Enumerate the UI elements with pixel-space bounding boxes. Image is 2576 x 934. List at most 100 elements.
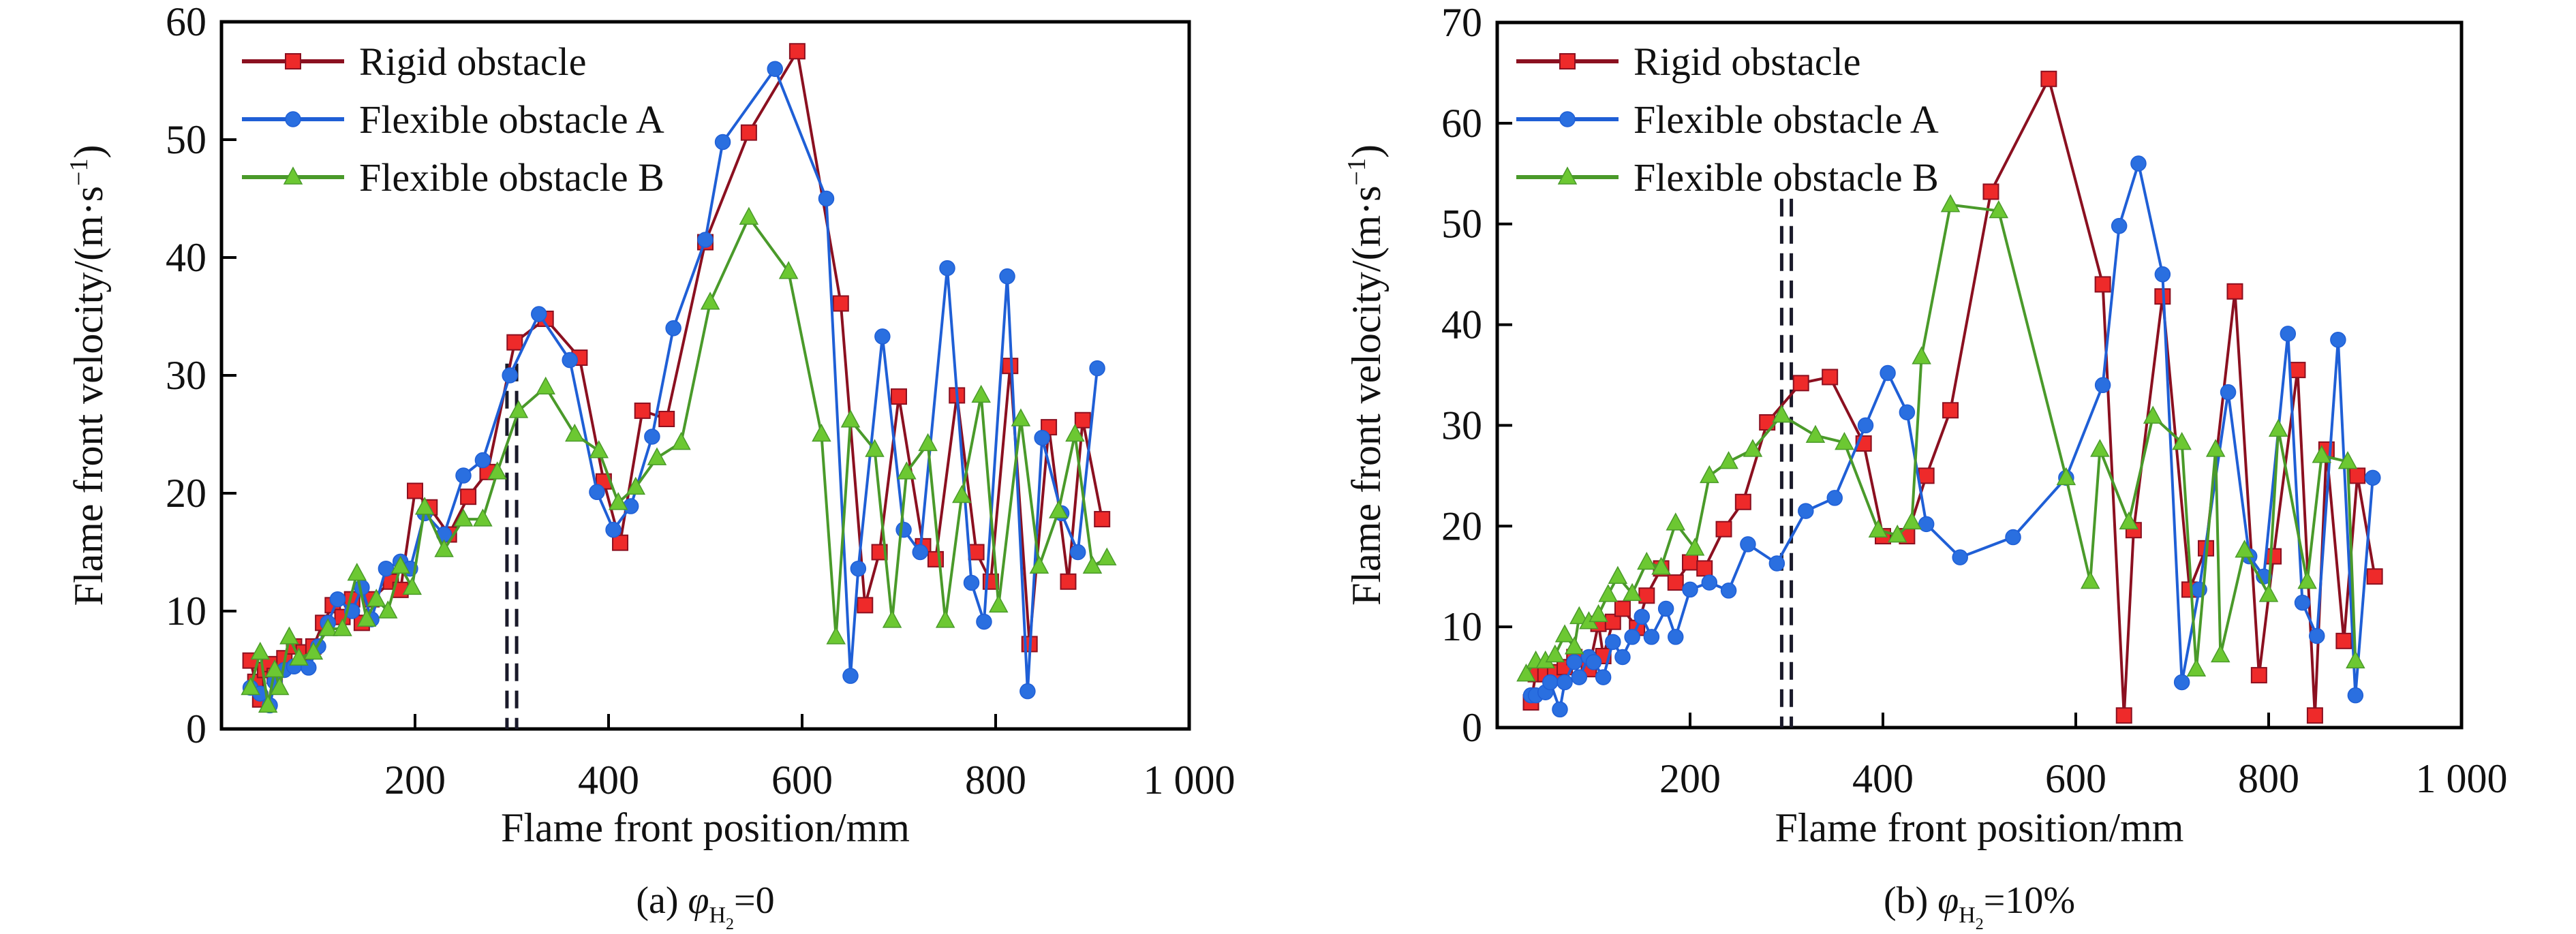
data-point xyxy=(697,232,714,248)
data-point xyxy=(1034,429,1050,446)
data-point xyxy=(1918,516,1935,533)
legend-entry: Flexible obstacle A xyxy=(242,97,664,142)
chart-panel-a: 0 10 20 30 40 50 60 200 400 600 800 1 000 Flame fron… xyxy=(65,0,1236,933)
data-point xyxy=(269,676,290,696)
data-point xyxy=(502,367,518,384)
data-point xyxy=(891,388,907,405)
data-point xyxy=(407,482,423,499)
data-point xyxy=(1805,424,1826,443)
data-point xyxy=(2312,445,2332,463)
data-point xyxy=(2040,70,2057,87)
data-point xyxy=(740,124,757,141)
data-point xyxy=(1643,629,1660,645)
data-point xyxy=(1069,544,1086,561)
data-point xyxy=(2347,687,2364,704)
data-point xyxy=(832,295,849,312)
caption-prefix: (b) xyxy=(1884,879,1937,922)
series-flexible-obstacle-b xyxy=(1516,194,2365,682)
y-axis-title-close: ) xyxy=(1344,144,1389,158)
data-point xyxy=(2346,650,2365,669)
data-point xyxy=(303,641,324,660)
data-point xyxy=(1651,557,1671,575)
data-point xyxy=(2268,418,2288,437)
y-axis-title-superscript: −1 xyxy=(1343,158,1371,185)
data-point xyxy=(2235,540,2254,558)
x-tick-label: 800 xyxy=(965,758,1026,803)
legend-label: Rigid obstacle xyxy=(359,40,586,84)
data-point xyxy=(1552,701,1568,718)
data-point xyxy=(874,328,891,345)
data-point xyxy=(414,497,435,515)
data-point xyxy=(612,534,629,551)
x-axis-title: Flame front position/mm xyxy=(501,805,910,850)
y-tick-label: 10 xyxy=(1441,604,1482,649)
legend-label: Rigid obstacle xyxy=(1634,40,1860,84)
data-point xyxy=(895,521,912,538)
data-point xyxy=(2094,377,2111,394)
caption-subscript: H xyxy=(709,903,726,928)
data-point xyxy=(329,591,346,608)
x-tick-label: 200 xyxy=(1659,756,1721,801)
data-point xyxy=(1952,549,1968,565)
legend-marker xyxy=(283,166,303,185)
legend-entry: Flexible obstacle B xyxy=(1516,155,1939,200)
data-point xyxy=(634,402,651,419)
data-point xyxy=(1666,512,1686,531)
data-point xyxy=(1700,465,1719,484)
data-point xyxy=(857,597,874,614)
data-point xyxy=(971,384,991,403)
data-point xyxy=(1614,600,1631,617)
data-point xyxy=(2173,674,2190,691)
legend-label: Flexible obstacle B xyxy=(1634,155,1939,200)
data-point xyxy=(1887,525,1907,543)
data-point xyxy=(658,411,675,428)
legend-entry: Flexible obstacle A xyxy=(1516,97,1939,142)
caption-subscript-2: 2 xyxy=(726,916,734,933)
data-point xyxy=(1637,551,1657,570)
data-point xyxy=(626,476,646,495)
series-flexible-obstacle-a xyxy=(242,61,1105,714)
data-point xyxy=(2309,627,2325,644)
legend-marker xyxy=(1557,166,1578,185)
data-point xyxy=(2205,439,2226,457)
data-point xyxy=(1902,511,1922,530)
y-axis-title-close: ) xyxy=(66,145,111,159)
data-point xyxy=(1982,183,1999,200)
data-point xyxy=(2330,332,2346,348)
data-point xyxy=(1715,520,1732,538)
y-tick-label: 0 xyxy=(186,706,206,751)
data-point xyxy=(378,600,398,619)
data-point xyxy=(250,641,271,660)
y-tick-label: 40 xyxy=(166,235,206,280)
data-point xyxy=(952,484,972,503)
caption-symbol: φ xyxy=(1937,879,1959,922)
data-point xyxy=(2130,155,2147,172)
data-point xyxy=(2094,276,2111,293)
caption-subscript-2: 2 xyxy=(1976,916,1984,933)
legend-entry: Flexible obstacle B xyxy=(242,155,664,200)
data-point xyxy=(474,452,491,469)
data-point xyxy=(1622,582,1642,602)
data-point xyxy=(536,376,555,395)
data-point xyxy=(1768,555,1785,572)
y-axis-title-main: Flame front velocity/(m·s xyxy=(1344,185,1389,606)
data-point xyxy=(1743,439,1763,457)
y-axis-title-main: Flame front velocity/(m·s xyxy=(66,186,111,606)
data-point xyxy=(2172,431,2192,450)
data-point xyxy=(826,626,846,644)
data-point xyxy=(1554,624,1575,642)
data-point xyxy=(455,467,472,484)
data-point xyxy=(356,608,377,627)
data-point xyxy=(2366,568,2383,585)
data-point xyxy=(788,43,806,60)
data-point xyxy=(366,589,386,607)
data-point xyxy=(279,626,299,644)
data-point xyxy=(608,492,628,510)
x-axis-title: Flame front position/mm xyxy=(1775,805,2184,850)
legend-label: Flexible obstacle A xyxy=(359,97,664,142)
data-point xyxy=(390,555,410,574)
data-point xyxy=(1899,404,1916,420)
data-point xyxy=(1542,674,1559,691)
data-point xyxy=(1589,604,1608,623)
data-point xyxy=(1912,346,1931,364)
